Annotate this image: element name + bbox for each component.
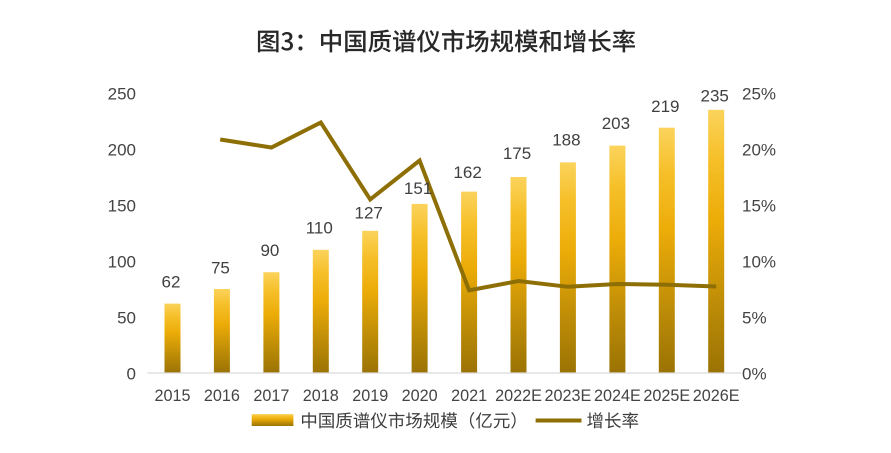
svg-text:100: 100: [108, 253, 136, 272]
svg-text:2024E: 2024E: [594, 387, 641, 405]
svg-text:162: 162: [453, 163, 481, 182]
svg-text:250: 250: [108, 85, 136, 104]
svg-text:151: 151: [404, 179, 432, 198]
svg-text:2017: 2017: [253, 387, 289, 405]
svg-text:90: 90: [260, 241, 279, 260]
svg-text:2021: 2021: [451, 387, 487, 405]
svg-text:62: 62: [162, 273, 181, 292]
svg-text:15%: 15%: [742, 197, 776, 216]
svg-text:200: 200: [108, 141, 136, 160]
svg-text:10%: 10%: [742, 253, 776, 272]
svg-text:110: 110: [306, 219, 333, 238]
svg-text:50: 50: [117, 309, 136, 328]
svg-text:203: 203: [602, 114, 630, 133]
svg-text:25%: 25%: [742, 85, 776, 104]
svg-text:2022E: 2022E: [495, 387, 542, 405]
svg-text:2026E: 2026E: [693, 387, 740, 405]
svg-text:0%: 0%: [742, 365, 767, 384]
svg-text:219: 219: [651, 97, 679, 116]
svg-text:2025E: 2025E: [643, 387, 690, 405]
svg-text:127: 127: [355, 204, 383, 223]
svg-text:150: 150: [108, 197, 136, 216]
svg-text:0: 0: [127, 365, 136, 384]
svg-text:235: 235: [701, 87, 729, 106]
svg-text:2018: 2018: [303, 387, 339, 405]
svg-text:75: 75: [211, 259, 230, 278]
svg-text:2019: 2019: [352, 387, 388, 405]
svg-text:5%: 5%: [742, 309, 767, 328]
svg-text:2020: 2020: [402, 387, 438, 405]
svg-text:175: 175: [503, 144, 531, 163]
svg-text:2015: 2015: [154, 387, 190, 405]
svg-text:188: 188: [552, 130, 580, 149]
svg-text:2023E: 2023E: [544, 387, 591, 405]
svg-text:2016: 2016: [204, 387, 240, 405]
svg-text:20%: 20%: [742, 141, 776, 160]
